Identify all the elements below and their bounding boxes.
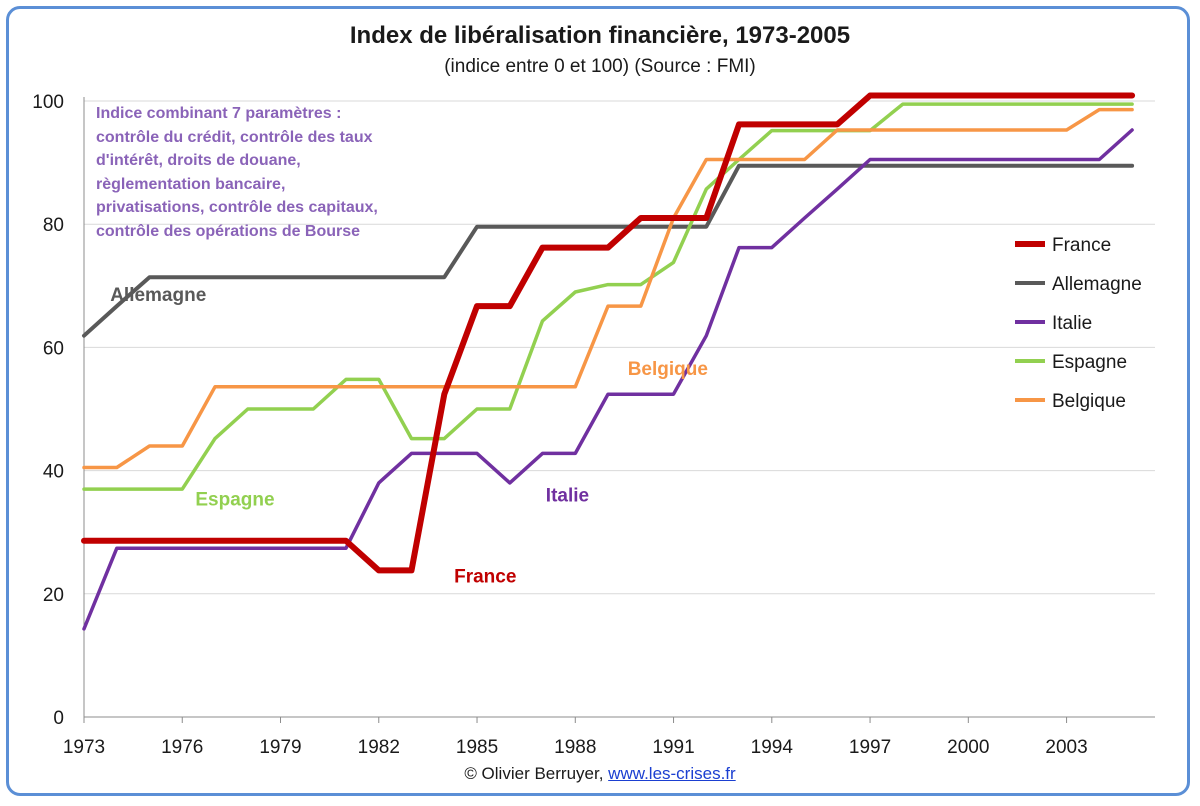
series-label-france: France — [454, 567, 516, 588]
legend-label-allemagne: Allemagne — [1052, 274, 1142, 295]
series-line-italie — [82, 128, 1134, 631]
y-tick-label: 40 — [43, 462, 64, 483]
series-line-france — [81, 92, 1136, 574]
series-line-espagne — [82, 102, 1134, 491]
x-tick-label: 1997 — [849, 737, 891, 758]
x-tick-label: 1994 — [751, 737, 794, 758]
x-tick-label: 2003 — [1045, 737, 1087, 758]
x-tick-label: 1982 — [358, 737, 400, 758]
x-tick-label: 1988 — [554, 737, 596, 758]
legend-label-italie: Italie — [1052, 313, 1092, 334]
series-line-belgique — [82, 107, 1134, 470]
x-tick-label: 1985 — [456, 737, 498, 758]
chart-subtitle: (indice entre 0 et 100) (Source : FMI) — [444, 56, 756, 77]
credit-line: © Olivier Berruyer, www.les-crises.fr — [0, 764, 1200, 784]
x-tick-label: 2000 — [947, 737, 989, 758]
legend-label-espagne: Espagne — [1052, 352, 1127, 373]
x-tick-label: 1991 — [652, 737, 694, 758]
series-line-allemagne — [82, 163, 1135, 338]
series-label-belgique: Belgique — [628, 359, 708, 380]
y-tick-label: 100 — [32, 92, 64, 113]
chart-annotation-note: Indice combinant 7 paramètres : contrôle… — [96, 105, 378, 240]
series-label-allemagne: Allemagne — [110, 285, 206, 306]
chart-frame — [6, 6, 1190, 796]
y-tick-label: 20 — [43, 585, 64, 606]
series-label-italie: Italie — [546, 485, 589, 506]
x-tick-label: 1979 — [259, 737, 301, 758]
series-label-espagne: Espagne — [195, 490, 274, 511]
legend-label-belgique: Belgique — [1052, 391, 1126, 412]
credit-link[interactable]: www.les-crises.fr — [608, 764, 736, 783]
x-tick-label: 1973 — [63, 737, 105, 758]
chart-title: Index de libéralisation financière, 1973… — [349, 22, 851, 49]
credit-author: © Olivier Berruyer, — [464, 764, 604, 783]
y-tick-label: 0 — [53, 708, 64, 729]
y-tick-label: 80 — [43, 215, 64, 236]
y-tick-label: 60 — [43, 338, 64, 359]
x-tick-label: 1976 — [161, 737, 203, 758]
legend-label-france: France — [1052, 235, 1111, 256]
